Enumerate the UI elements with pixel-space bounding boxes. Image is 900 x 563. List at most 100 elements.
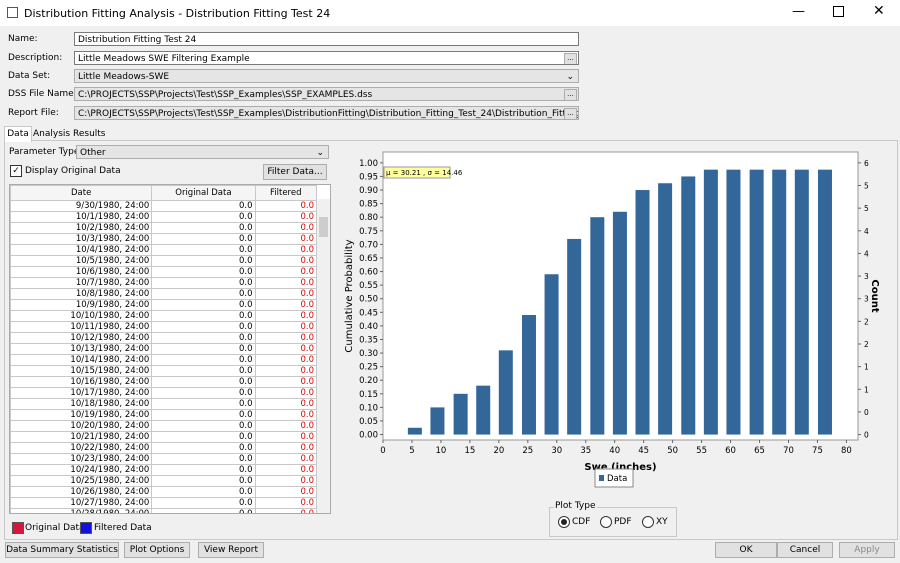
table-cell[interactable]: 0.0 (151, 486, 256, 498)
name-input[interactable]: Distribution Fitting Test 24 (74, 32, 579, 46)
table-cell[interactable]: 0.0 (254, 255, 317, 267)
table-cell[interactable]: 10/23/1980, 24:00 (10, 453, 153, 465)
table-cell[interactable]: 0.0 (151, 255, 256, 267)
table-cell[interactable]: 0.0 (254, 409, 317, 421)
table-cell[interactable]: 0.0 (151, 420, 256, 432)
radio[interactable] (600, 516, 612, 528)
table-cell[interactable]: 0.0 (151, 442, 256, 454)
table-cell[interactable]: 10/18/1980, 24:00 (10, 398, 153, 410)
close[interactable]: ✕ (873, 3, 885, 19)
table-cell[interactable]: 0.0 (254, 277, 317, 289)
table-cell[interactable]: 0.0 (151, 376, 256, 388)
table-cell[interactable]: 0.0 (151, 200, 256, 212)
table-cell[interactable]: 10/5/1980, 24:00 (10, 255, 153, 267)
table-cell[interactable]: 0.0 (254, 233, 317, 245)
table-cell[interactable]: 0.0 (254, 332, 317, 344)
table-cell[interactable]: 10/22/1980, 24:00 (10, 442, 153, 454)
table-cell[interactable]: 0.0 (151, 387, 256, 399)
table-cell[interactable]: 0.0 (151, 299, 256, 311)
button[interactable]: View Report (198, 542, 264, 558)
table-cell[interactable]: 10/2/1980, 24:00 (10, 222, 153, 234)
table-cell[interactable]: 0.0 (151, 310, 256, 322)
table-cell[interactable]: 0.0 (254, 508, 317, 513)
report-input[interactable]: C:\PROJECTS\SSP\Projects\Test\SSP_Exampl… (74, 106, 579, 120)
table-cell[interactable]: 0.0 (254, 222, 317, 234)
table-cell[interactable]: 0.0 (254, 354, 317, 366)
tab[interactable]: Data (4, 126, 32, 142)
table-cell[interactable]: 0.0 (254, 343, 317, 355)
table-cell[interactable]: 10/26/1980, 24:00 (10, 486, 153, 498)
table-cell[interactable]: 0.0 (254, 211, 317, 223)
table-cell[interactable]: 0.0 (151, 497, 256, 509)
button[interactable]: Apply (839, 542, 895, 558)
table-cell[interactable]: 10/1/1980, 24:00 (10, 211, 153, 223)
table-cell[interactable]: 0.0 (151, 277, 256, 289)
table-cell[interactable]: 10/6/1980, 24:00 (10, 266, 153, 278)
table-cell[interactable]: 0.0 (254, 200, 317, 212)
table-cell[interactable]: 0.0 (151, 211, 256, 223)
button[interactable]: Data Summary Statistics (5, 542, 119, 558)
table-cell[interactable]: 10/24/1980, 24:00 (10, 464, 153, 476)
parameter-dropdown[interactable]: Other ⌄ (76, 145, 329, 159)
table-cell[interactable]: 10/14/1980, 24:00 (10, 354, 153, 366)
table-cell[interactable]: 0.0 (254, 464, 317, 476)
table-cell[interactable]: 0.0 (254, 299, 317, 311)
table-cell[interactable]: 10/8/1980, 24:00 (10, 288, 153, 300)
description-input[interactable]: Little Meadows SWE Filtering Example... (74, 51, 579, 65)
table-cell[interactable]: 0.0 (254, 387, 317, 399)
table-cell[interactable]: 10/3/1980, 24:00 (10, 233, 153, 245)
table-cell[interactable]: 0.0 (254, 266, 317, 278)
table-cell[interactable]: 0.0 (151, 266, 256, 278)
maximize[interactable] (833, 6, 844, 17)
table-cell[interactable]: 10/28/1980, 24:00 (10, 508, 153, 513)
table-cell[interactable]: 0.0 (151, 365, 256, 377)
table-cell[interactable]: 0.0 (254, 486, 317, 498)
table-cell[interactable]: 0.0 (151, 398, 256, 410)
browse[interactable]: ... (564, 108, 577, 119)
table-cell[interactable]: 10/17/1980, 24:00 (10, 387, 153, 399)
table-cell[interactable]: 10/12/1980, 24:00 (10, 332, 153, 344)
table-cell[interactable]: 0.0 (151, 409, 256, 421)
tab[interactable]: Results (73, 129, 106, 139)
table-cell[interactable]: 0.0 (151, 244, 256, 256)
table-cell[interactable]: 0.0 (254, 376, 317, 388)
table-cell[interactable]: 10/10/1980, 24:00 (10, 310, 153, 322)
tab[interactable]: Analysis (33, 129, 71, 139)
table-cell[interactable]: 0.0 (254, 475, 317, 487)
table-cell[interactable]: 0.0 (254, 497, 317, 509)
table-cell[interactable]: 0.0 (151, 453, 256, 465)
table-cell[interactable]: 10/19/1980, 24:00 (10, 409, 153, 421)
table-cell[interactable]: 0.0 (254, 244, 317, 256)
button[interactable]: Plot Options (124, 542, 190, 558)
table-cell[interactable]: 10/7/1980, 24:00 (10, 277, 153, 289)
table-cell[interactable]: 10/21/1980, 24:00 (10, 431, 153, 443)
table-cell[interactable]: 10/9/1980, 24:00 (10, 299, 153, 311)
radio[interactable] (558, 516, 570, 528)
scrollbar[interactable] (317, 199, 330, 513)
radio[interactable] (642, 516, 654, 528)
table-cell[interactable]: 0.0 (151, 431, 256, 443)
table-cell[interactable]: 0.0 (254, 431, 317, 443)
table-cell[interactable]: 10/20/1980, 24:00 (10, 420, 153, 432)
table-cell[interactable]: 0.0 (254, 288, 317, 300)
table-cell[interactable]: 10/4/1980, 24:00 (10, 244, 153, 256)
minimize[interactable]: — (792, 4, 805, 19)
table-cell[interactable]: 10/27/1980, 24:00 (10, 497, 153, 509)
table-cell[interactable]: 0.0 (151, 332, 256, 344)
table-cell[interactable]: 0.0 (151, 464, 256, 476)
table-cell[interactable]: 10/16/1980, 24:00 (10, 376, 153, 388)
table-cell[interactable]: 0.0 (254, 398, 317, 410)
table-cell[interactable]: 10/13/1980, 24:00 (10, 343, 153, 355)
table-cell[interactable]: 0.0 (254, 365, 317, 377)
table-cell[interactable]: 10/25/1980, 24:00 (10, 475, 153, 487)
scroll-thumb[interactable] (319, 217, 328, 237)
table-cell[interactable]: 0.0 (151, 354, 256, 366)
checkbox[interactable]: ✓ (10, 165, 22, 177)
button[interactable]: OK (715, 542, 777, 558)
table-cell[interactable]: 0.0 (254, 442, 317, 454)
table-cell[interactable]: 10/15/1980, 24:00 (10, 365, 153, 377)
dss-input[interactable]: C:\PROJECTS\SSP\Projects\Test\SSP_Exampl… (74, 87, 579, 101)
table-cell[interactable]: 0.0 (151, 321, 256, 333)
table-cell[interactable]: 0.0 (254, 453, 317, 465)
table-cell[interactable]: 0.0 (151, 288, 256, 300)
